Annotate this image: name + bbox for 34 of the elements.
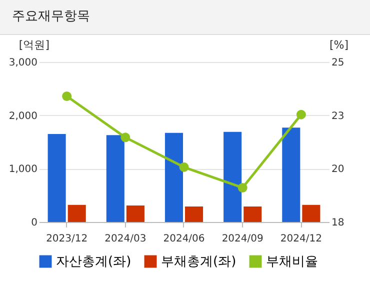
y-tick-label: 3,000 xyxy=(8,58,38,68)
bar xyxy=(126,205,144,222)
bar xyxy=(106,135,124,222)
y-tick-label: 2,000 xyxy=(8,110,38,122)
bar xyxy=(164,132,183,222)
y2-axis-title: [%] xyxy=(330,38,349,52)
point xyxy=(238,182,248,192)
y-tick-label: 0 xyxy=(31,218,38,228)
bar xyxy=(185,206,204,222)
y-axis-title: [억원] xyxy=(18,38,50,52)
y-tick-label: 1,000 xyxy=(8,164,38,176)
chart-title: 주요재무항목 xyxy=(0,0,370,35)
point xyxy=(120,132,130,142)
bar xyxy=(68,204,86,222)
y2-tick-label: 25 xyxy=(332,58,344,68)
legend-label: 자산총계(좌) xyxy=(56,254,132,270)
bar xyxy=(302,204,320,222)
y2-tick-label: 23 xyxy=(332,110,344,122)
legend-label: 부채총계(좌) xyxy=(161,254,236,270)
bar xyxy=(48,134,66,222)
legend-label: 부채비율 xyxy=(266,254,318,270)
x-tick-label: 2024/03 xyxy=(104,234,146,244)
bar xyxy=(282,128,300,222)
point xyxy=(179,162,189,172)
bar xyxy=(224,132,242,222)
x-tick-label: 2024/09 xyxy=(222,234,264,244)
y2-tick-label: 20 xyxy=(332,164,344,176)
x-tick-label: 2024/12 xyxy=(280,234,322,244)
point xyxy=(62,92,72,102)
x-tick-label: 2023/12 xyxy=(46,234,88,244)
point xyxy=(296,110,306,120)
y2-tick-label: 18 xyxy=(332,218,344,228)
x-tick-label: 2024/06 xyxy=(163,234,205,244)
bar xyxy=(244,206,262,222)
